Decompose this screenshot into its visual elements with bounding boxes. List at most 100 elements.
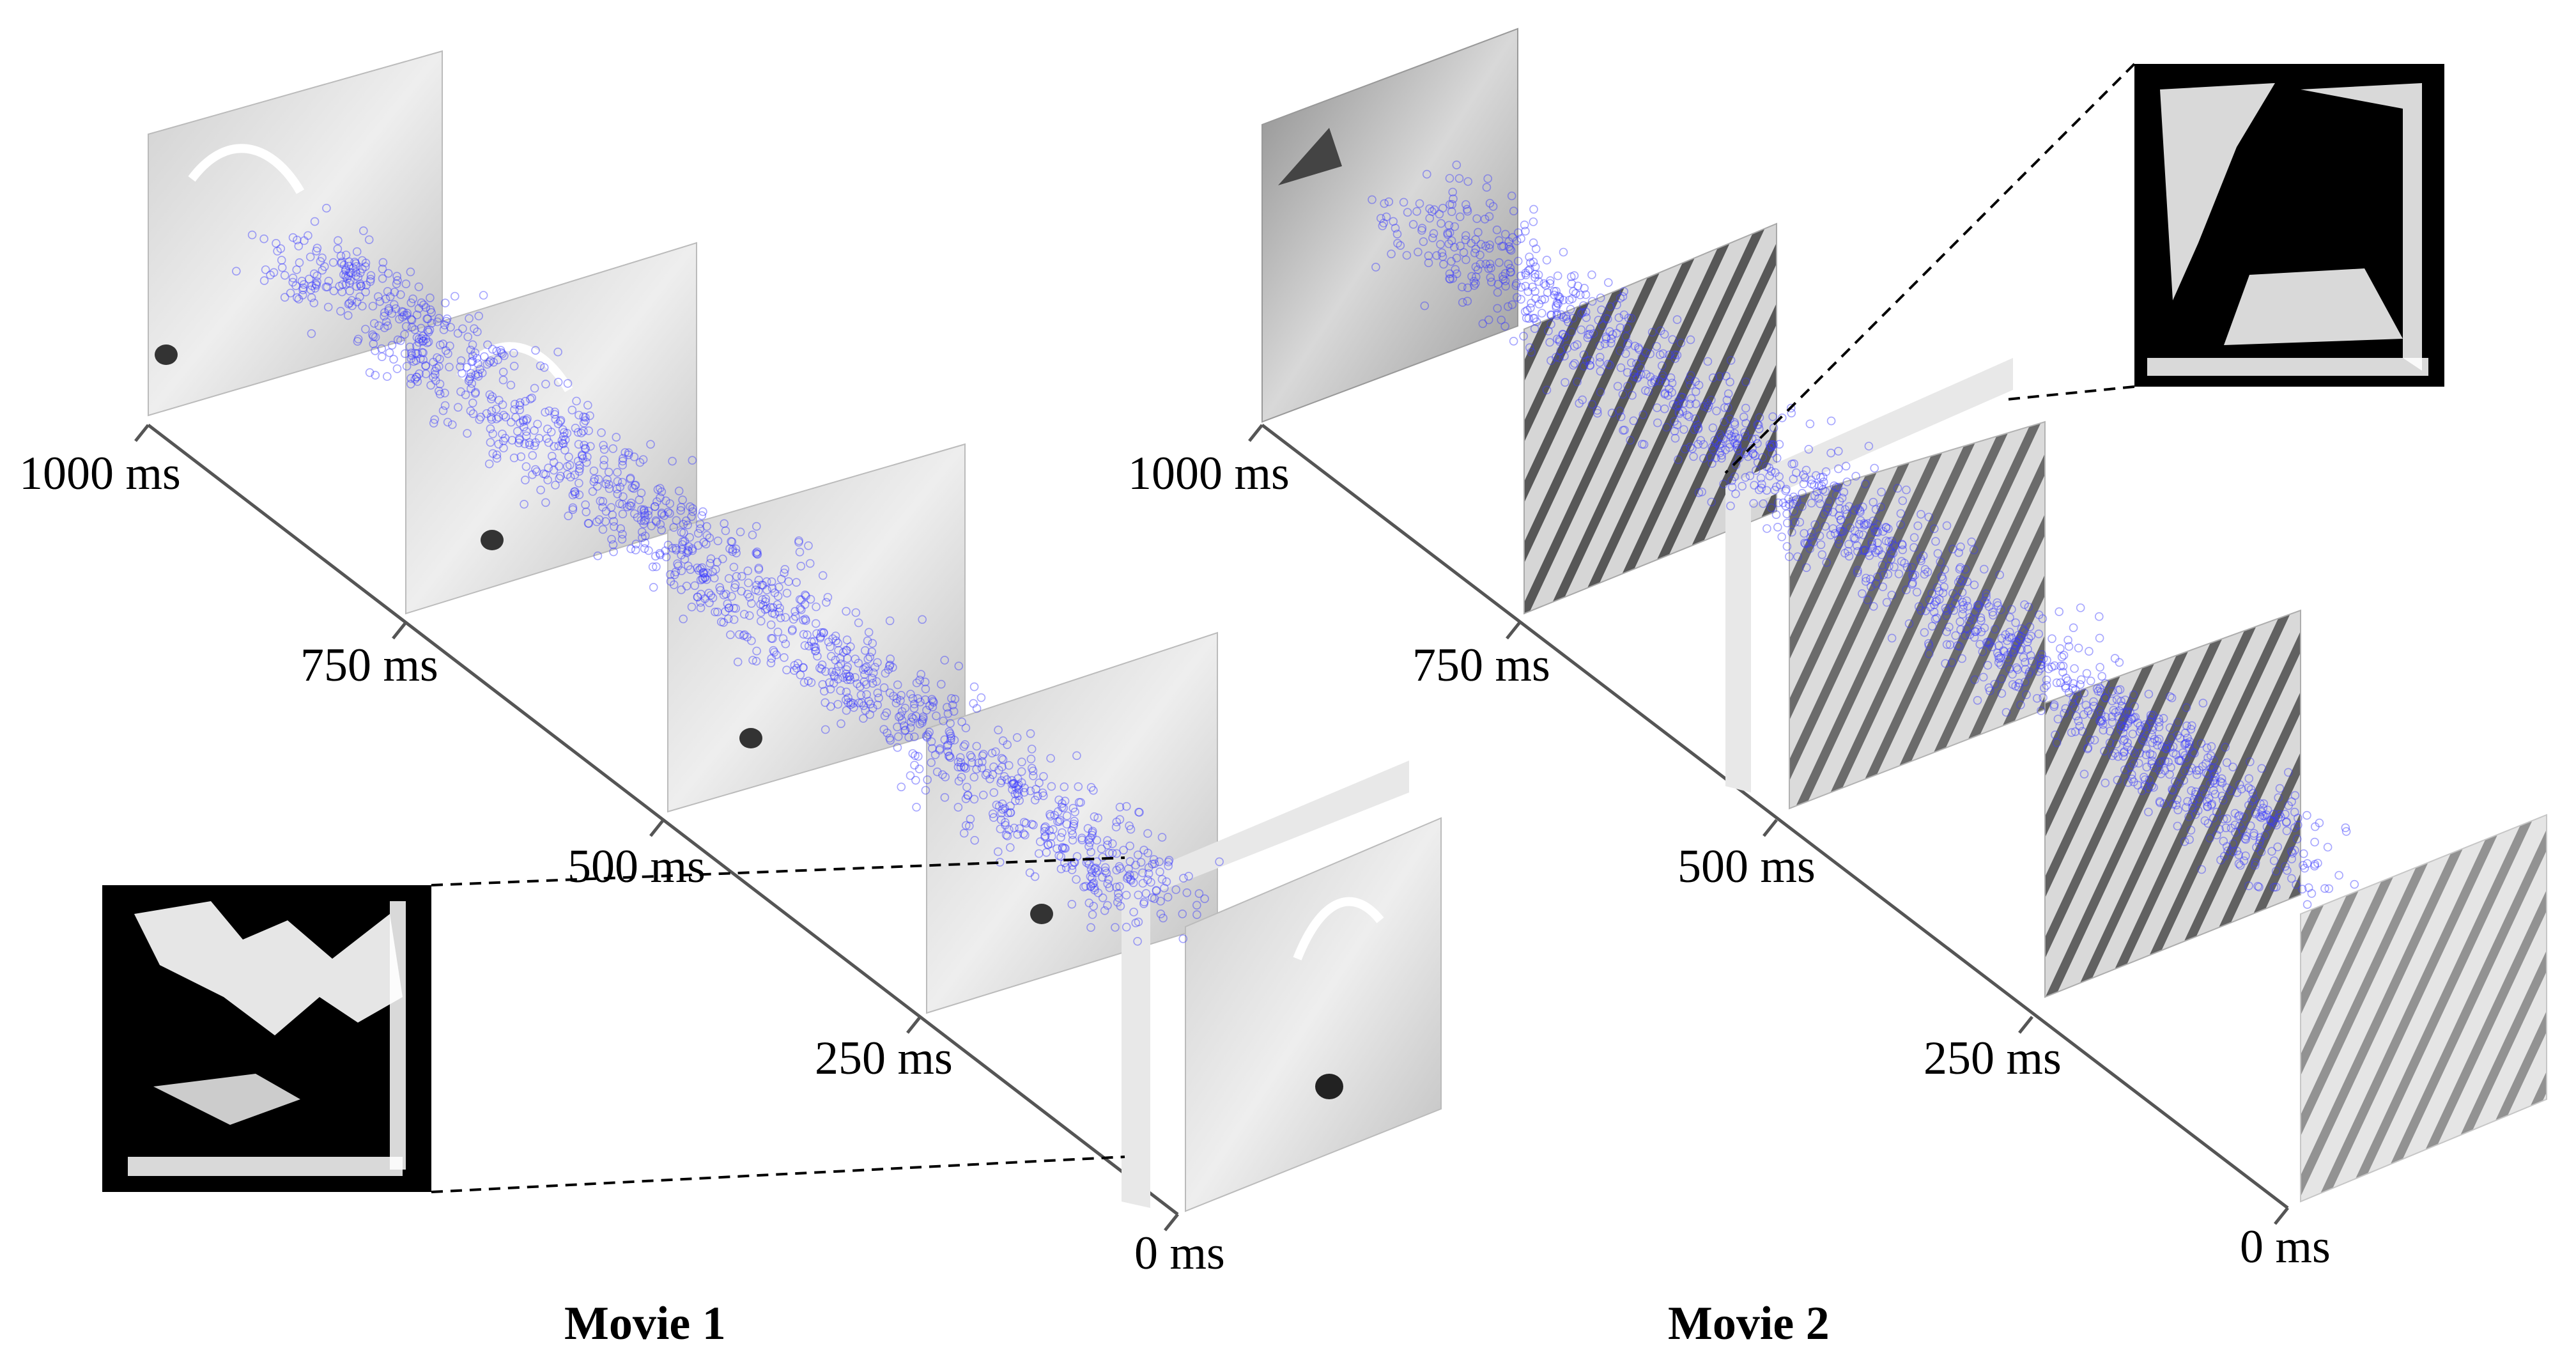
fixation-point xyxy=(1546,356,1555,366)
fixation-point xyxy=(2267,816,2276,825)
fixation-point xyxy=(298,285,307,295)
fixation-point xyxy=(2190,748,2199,758)
fixation-point xyxy=(1069,858,1079,867)
fixation-point xyxy=(656,520,665,529)
fixation-point xyxy=(1584,330,1593,339)
fixation-point xyxy=(752,646,761,656)
fixation-point xyxy=(1755,413,1764,422)
fixation-point xyxy=(914,752,923,761)
fixation-point xyxy=(521,396,530,406)
fixation-point xyxy=(1030,872,1040,881)
fixation-point xyxy=(1778,413,1787,422)
fixation-point xyxy=(1987,642,1996,652)
fixation-point xyxy=(1716,439,1725,449)
fixation-point xyxy=(453,403,463,412)
fixation-point xyxy=(807,637,816,646)
fixation-point xyxy=(589,466,599,476)
fixation-point xyxy=(2042,681,2051,690)
fixation-point xyxy=(316,257,325,266)
fixation-point xyxy=(1585,361,1595,370)
fixation-point xyxy=(1924,638,1933,648)
fixation-point xyxy=(1446,200,1454,209)
fixation-point xyxy=(609,516,619,526)
fixation-point xyxy=(1818,472,1828,482)
fixation-point xyxy=(640,531,650,541)
fixation-point xyxy=(1977,616,1986,625)
fixation-point xyxy=(1423,169,1431,179)
fixation-point xyxy=(1715,429,1725,439)
fixation-point xyxy=(842,646,851,655)
fixation-point xyxy=(1803,539,1812,548)
fixation-point xyxy=(821,725,830,734)
fixation-point xyxy=(1077,833,1086,842)
fixation-point xyxy=(2149,783,2158,792)
fixation-point xyxy=(1392,229,1402,239)
fixation-point xyxy=(400,349,410,359)
fixation-point xyxy=(1564,317,1573,327)
fixation-point xyxy=(1513,256,1523,266)
fixation-point xyxy=(825,678,834,687)
fixation-point xyxy=(1913,521,1922,530)
fixation-point xyxy=(1674,400,1683,410)
fixation-point xyxy=(523,414,532,424)
fixation-point xyxy=(767,654,776,663)
fixation-point xyxy=(1577,309,1586,318)
fixation-point xyxy=(798,663,808,672)
fixation-point xyxy=(398,313,407,322)
fixation-point xyxy=(1164,856,1174,865)
fixation-point xyxy=(1485,244,1494,253)
fixation-point xyxy=(843,662,852,672)
fixation-point xyxy=(1013,830,1022,839)
fixation-point xyxy=(1090,812,1099,821)
fixation-point xyxy=(2118,729,2128,738)
fixation-point xyxy=(1123,872,1132,881)
fixation-point xyxy=(1801,465,1811,475)
fixation-point xyxy=(593,551,603,561)
fixation-point xyxy=(666,576,675,586)
fixation-point xyxy=(1573,281,1582,291)
fixation-point xyxy=(964,791,973,800)
fixation-point xyxy=(1769,440,1778,449)
fixation-point xyxy=(1834,447,1843,456)
fixation-point xyxy=(2044,664,2053,674)
fixation-point xyxy=(581,500,590,509)
fixation-point xyxy=(1091,868,1101,877)
fixation-point xyxy=(633,513,642,522)
fixation-point xyxy=(412,310,422,320)
fixation-point xyxy=(1437,219,1446,228)
fixation-point xyxy=(2079,770,2089,778)
fixation-point xyxy=(530,426,539,435)
fixation-point xyxy=(426,293,435,302)
fixation-point xyxy=(1428,233,1437,243)
fixation-point xyxy=(1126,824,1136,834)
fixation-point xyxy=(845,675,855,684)
fixation-point xyxy=(945,727,954,736)
fixation-point xyxy=(1589,329,1598,338)
fixation-point xyxy=(1476,240,1486,249)
fixation-point xyxy=(739,610,749,619)
fixation-point xyxy=(832,667,841,676)
fixation-point xyxy=(2076,603,2085,612)
fixation-point xyxy=(1770,486,1779,495)
fixation-point xyxy=(795,547,805,557)
movie-2-attention-inset xyxy=(2134,64,2444,387)
fixation-point xyxy=(2282,826,2292,835)
fixation-point xyxy=(2048,634,2056,644)
fixation-point xyxy=(1492,225,1502,235)
fixation-point xyxy=(2097,709,2106,718)
fixation-point xyxy=(1452,269,1462,279)
fixation-point xyxy=(1000,804,1010,813)
fixation-point xyxy=(1801,539,1810,548)
fixation-point xyxy=(570,487,580,497)
fixation-point xyxy=(1068,830,1077,839)
fixation-point xyxy=(916,670,925,679)
fixation-point xyxy=(1009,778,1018,788)
fixation-point xyxy=(397,307,406,316)
fixation-point xyxy=(1178,909,1187,918)
fixation-point xyxy=(1040,827,1049,836)
fixation-point xyxy=(943,747,953,756)
fixation-point xyxy=(488,429,498,438)
fixation-point xyxy=(1452,160,1462,169)
fixation-point xyxy=(378,258,388,267)
fixation-point xyxy=(2155,718,2164,727)
